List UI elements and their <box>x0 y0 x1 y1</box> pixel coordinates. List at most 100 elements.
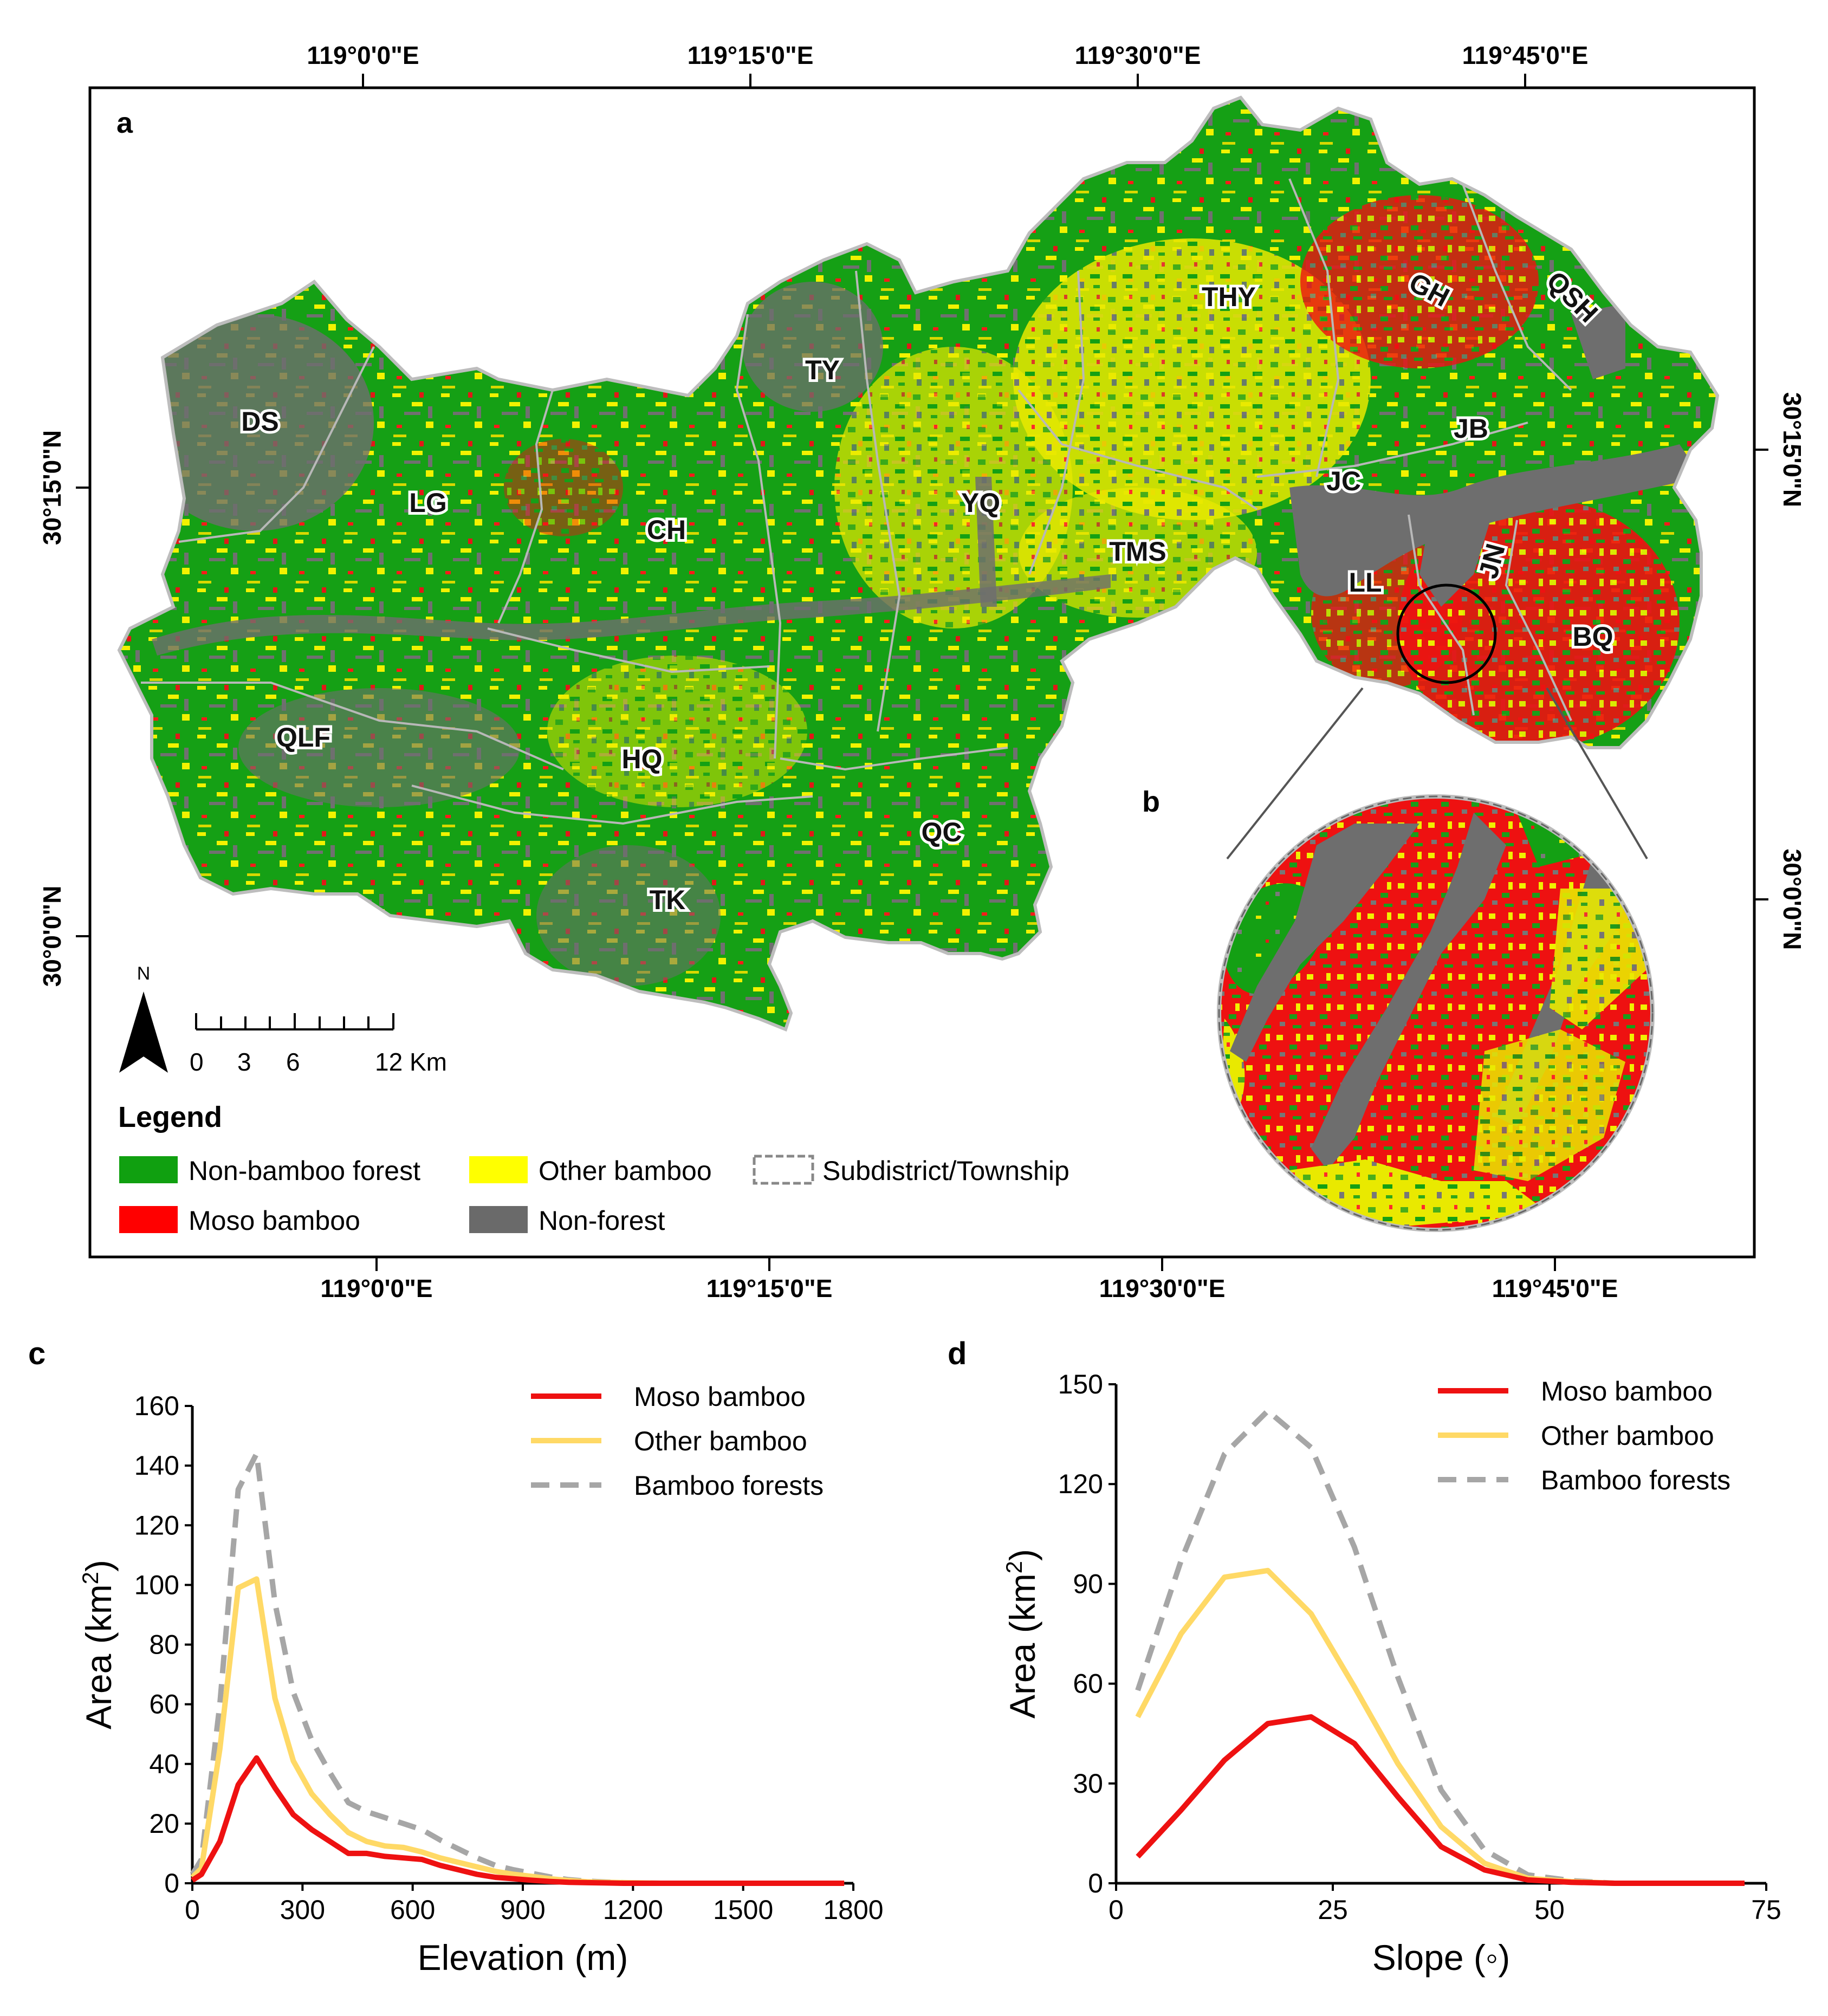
x-tick-label: 1800 <box>823 1895 883 1925</box>
township-label-yq: YQ <box>961 488 1000 518</box>
north-arrow-label: N <box>137 963 151 984</box>
legend-label: Bamboo forests <box>1541 1465 1730 1495</box>
boundary-ds-lg <box>178 346 375 543</box>
y-axis-title-main: Area (km <box>1002 1573 1042 1719</box>
y-tick-label: 0 <box>164 1868 179 1898</box>
river-nonforest-band-2 <box>1419 504 1495 607</box>
right-tick-label: 30°15'0"N <box>1778 392 1806 507</box>
y-tick-label: 100 <box>134 1570 179 1600</box>
legend-swatch-non-bamboo-forest <box>119 1156 178 1183</box>
graticule <box>76 74 1768 1271</box>
y-tick-label: 60 <box>1073 1669 1103 1699</box>
y-tick-label: 160 <box>134 1391 179 1421</box>
series-line-other-bamboo <box>1135 1567 1745 1886</box>
x-tick-label: 0 <box>1109 1895 1124 1925</box>
y-tick-label: 140 <box>134 1450 179 1481</box>
chart-panel-label: d <box>948 1336 967 1371</box>
map-panel-a: DS LG CH TY YQ THY GH QSH JB JC TMS LL J… <box>38 41 1806 1302</box>
legend-swatch-moso-bamboo <box>119 1206 178 1233</box>
x-axis-title: Elevation (m) <box>418 1937 628 1978</box>
township-label-jb: JB <box>1454 413 1488 444</box>
bottom-tick-label: 119°15'0"E <box>706 1274 833 1302</box>
x-tick-label: 75 <box>1751 1895 1781 1925</box>
study-area-outline <box>117 95 1720 1032</box>
legend-label: Other bamboo <box>634 1426 807 1456</box>
nonforest-zone-ds <box>135 314 374 531</box>
y-axis-title-sup: 2 <box>1001 1561 1027 1573</box>
y-axis-title: Area (km2) <box>1001 1549 1042 1719</box>
scale-bar <box>195 1013 394 1030</box>
boundary-gh-qsh <box>1462 184 1572 391</box>
series-line-other-bamboo <box>190 1576 845 1886</box>
graticule-labels: 119°0'0"E 119°15'0"E 119°30'0"E 119°45'0… <box>38 41 1806 1302</box>
x-tick-label: 300 <box>280 1895 325 1925</box>
boundary-yq-thy <box>1028 270 1085 575</box>
y-tick-label: 40 <box>149 1749 179 1779</box>
legend-label-moso-bamboo: Moso bamboo <box>189 1205 360 1236</box>
zoom-connector-right <box>1546 687 1648 860</box>
y-tick-label: 150 <box>1058 1369 1103 1399</box>
y-axis-title-close: ) <box>79 1560 119 1572</box>
bottom-tick-label: 119°45'0"E <box>1492 1274 1618 1302</box>
bamboo-zone-thy <box>1013 238 1371 520</box>
legend-label: Bamboo forests <box>634 1470 824 1501</box>
x-tick-label: 50 <box>1534 1895 1565 1925</box>
inset-grey-ridge <box>1230 824 1419 1062</box>
township-label-qlf: QLF <box>276 722 330 753</box>
township-label-jc: JC <box>1326 466 1361 496</box>
legend-swatch-subdistrict <box>753 1155 814 1185</box>
scale-label: 0 <box>190 1048 204 1076</box>
legend-label: Moso bamboo <box>1541 1376 1713 1406</box>
series-line-bamboo-forests <box>190 1451 845 1886</box>
bottom-tick-label: 119°0'0"E <box>320 1274 432 1302</box>
y-tick-label: 120 <box>134 1510 179 1540</box>
nonforest-zone-ty <box>742 282 883 412</box>
township-label-ll: LL <box>1349 567 1382 598</box>
y-tick-label: 30 <box>1073 1768 1103 1799</box>
moso-zone-ch <box>504 439 623 536</box>
left-tick-label: 30°15'0"N <box>38 430 66 545</box>
township-label-bq: BQ <box>1573 621 1613 652</box>
inset-yellow-band <box>1550 889 1652 1029</box>
top-tick-label: 119°15'0"E <box>688 41 814 69</box>
scale-bar-labels: 0 3 6 12 Km <box>190 1048 447 1076</box>
north-arrow-icon <box>119 991 168 1073</box>
bamboo-zone-hq <box>547 656 807 807</box>
boundary-jc <box>1256 422 1528 478</box>
township-label-tk: TK <box>650 885 686 915</box>
panel-label-b: b <box>1142 786 1160 818</box>
boundary-thy-gh <box>1288 178 1340 477</box>
township-label-ty: TY <box>805 355 840 385</box>
zoom-locator-circle <box>1396 584 1497 684</box>
legend-swatch-non-forest <box>469 1206 528 1233</box>
top-tick-label: 119°30'0"E <box>1075 41 1201 69</box>
y-tick-label: 120 <box>1058 1469 1103 1499</box>
legend-label: Other bamboo <box>1541 1421 1714 1451</box>
y-axis-title-main: Area (km <box>79 1584 119 1729</box>
township-label-hq: HQ <box>622 744 663 774</box>
y-axis-title-sup: 2 <box>77 1572 103 1584</box>
legend-label-non-bamboo-forest: Non-bamboo forest <box>189 1156 420 1186</box>
y-tick-label: 90 <box>1073 1568 1103 1599</box>
boundary-hq-tk <box>411 785 813 825</box>
y-axis-title-close: ) <box>1002 1549 1042 1561</box>
north-arrow: N <box>119 963 168 1073</box>
y-tick-label: 60 <box>149 1689 179 1720</box>
township-label-thy: THY <box>1202 282 1256 312</box>
qsh-nonforest <box>1571 303 1625 379</box>
boundary-hq-qc <box>780 747 1008 771</box>
legend-label-non-forest: Non-forest <box>539 1205 665 1236</box>
boundary-ch-ty <box>735 314 782 759</box>
boundary-ch-hq <box>487 627 770 673</box>
x-axis-title: Slope (◦) <box>1372 1937 1511 1978</box>
boundary-jn-bq <box>1505 520 1572 721</box>
township-label-lg: LG <box>409 488 446 518</box>
township-label-ds: DS <box>241 406 278 437</box>
moso-zone-gh <box>1300 195 1539 368</box>
chart-panel-c: c 0 20 40 60 80 100 120 140 160 0 300 600 900 1200 150… <box>0 1322 914 2013</box>
chart-d-svg: d 0 30 60 90 120 150 0 25 50 75 Slope (◦) Area (km2… <box>948 1336 1781 1978</box>
scale-label: 12 Km <box>375 1048 447 1076</box>
zoom-connector-left <box>1226 687 1364 860</box>
township-label-qc: QC <box>922 817 962 847</box>
township-label-ch: CH <box>647 515 686 545</box>
